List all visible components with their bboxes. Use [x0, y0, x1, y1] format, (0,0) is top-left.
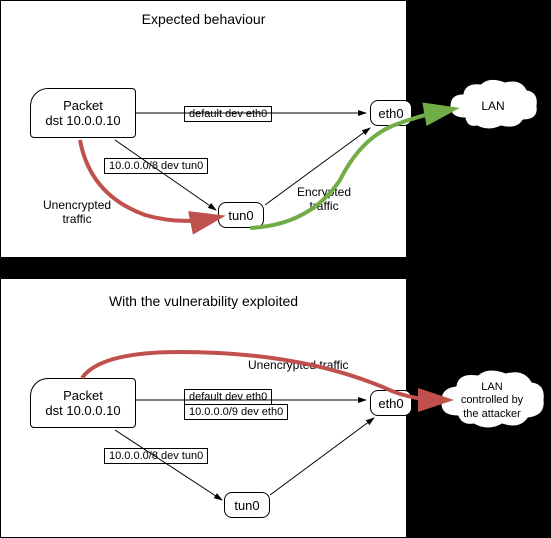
panel-title-2: With the vulnerability exploited	[1, 293, 406, 309]
lan-cloud-1: LAN	[445, 78, 541, 134]
encrypted-label-1: Encrypted traffic	[297, 185, 351, 213]
route-tun-1: 10.0.0.0/8 dev tun0	[104, 158, 208, 174]
packet-node-2: Packet dst 10.0.0.10	[30, 378, 136, 428]
route-tun-2: 10.0.0.0/8 dev tun0	[104, 448, 208, 464]
panel-title: Expected behaviour	[1, 11, 406, 27]
unencrypted-label-1: Unencrypted traffic	[43, 198, 111, 226]
lan-text-2: LAN controlled by the attacker	[461, 381, 523, 421]
packet-node-1: Packet dst 10.0.0.10	[30, 88, 136, 138]
packet-line1: Packet	[45, 98, 120, 113]
packet-line1-2: Packet	[45, 388, 120, 403]
packet-line2-2: dst 10.0.0.10	[45, 403, 120, 418]
eth0-node-1: eth0	[370, 100, 412, 126]
route-default-2: default dev eth0	[184, 389, 272, 405]
packet-line2: dst 10.0.0.10	[45, 113, 120, 128]
route-default-1: default dev eth0	[184, 106, 272, 122]
lan-cloud-2: LAN controlled by the attacker	[436, 368, 548, 434]
tun0-node-1: tun0	[218, 202, 264, 228]
route-extra-2: 10.0.0.0/9 dev eth0	[184, 404, 288, 420]
tun0-node-2: tun0	[224, 492, 270, 518]
lan-text-1: LAN	[481, 99, 504, 113]
eth0-node-2: eth0	[370, 390, 412, 416]
unencrypted-label-2: Unencrypted traffic	[248, 358, 349, 372]
